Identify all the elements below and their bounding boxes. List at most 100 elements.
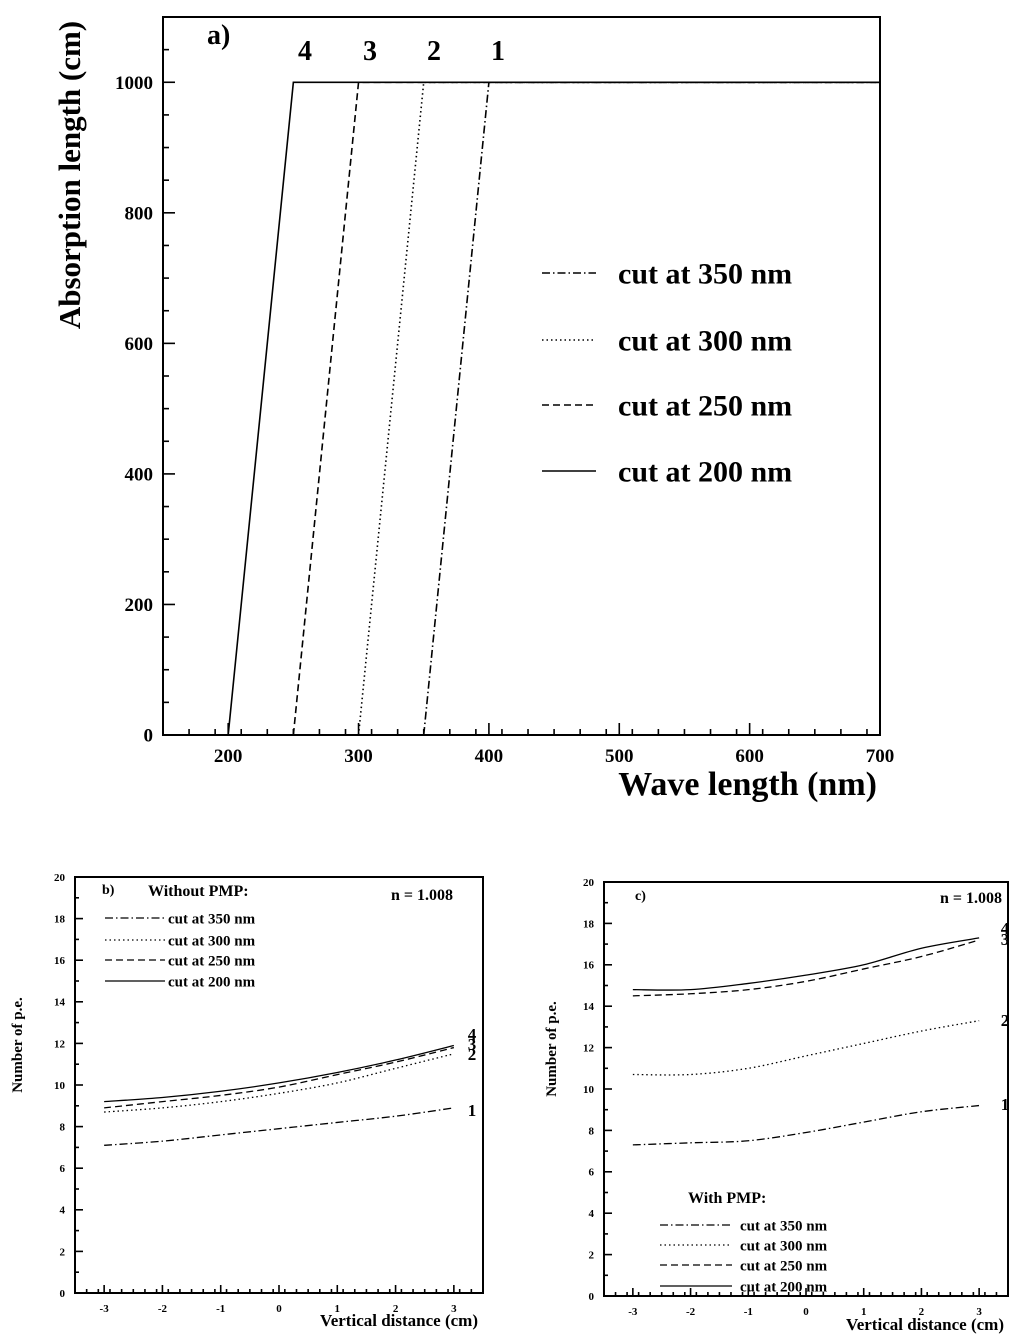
refractive-index-annotation: n = 1.008 — [391, 887, 453, 904]
y-axis-label: Number of p.e. — [544, 1001, 560, 1097]
legend-entry-label: cut at 200 nm — [740, 1279, 828, 1295]
series-line-dashdot — [632, 1104, 980, 1146]
refractive-index-annotation: n = 1.008 — [940, 890, 1002, 907]
series-line-solid — [104, 1044, 455, 1103]
y-axis-label: Absorption length (cm) — [52, 21, 87, 329]
curve-number-label: 4 — [468, 1025, 477, 1044]
curve-number-label: 1 — [491, 36, 505, 67]
x-tick-label: -3 — [628, 1306, 638, 1318]
y-tick-label: 0 — [60, 1288, 66, 1300]
series-line-dashdot — [104, 1107, 454, 1146]
x-tick-label: -2 — [158, 1303, 168, 1315]
series-line-dotted — [104, 1053, 455, 1113]
y-tick-label: 12 — [54, 1038, 66, 1050]
y-tick-label: 14 — [54, 997, 66, 1009]
legend-entry-label: cut at 250 nm — [740, 1258, 828, 1274]
plot-frame — [74, 876, 484, 1294]
y-tick-label: 600 — [125, 334, 154, 355]
y-tick-label: 1000 — [115, 73, 153, 94]
x-tick-label: 0 — [276, 1303, 282, 1315]
x-tick-label: -3 — [100, 1303, 110, 1315]
y-tick-label: 8 — [589, 1125, 595, 1137]
series-line-solid — [632, 937, 980, 991]
curve-number-label: 4 — [298, 36, 312, 67]
plot-frame — [162, 16, 881, 736]
legend-entry-label: cut at 350 nm — [168, 911, 256, 927]
y-tick-label: 16 — [583, 960, 595, 972]
x-tick-label: 1 — [335, 1303, 341, 1315]
x-tick-label: -1 — [744, 1306, 753, 1318]
x-tick-label: 2 — [919, 1306, 925, 1318]
y-tick-label: 4 — [60, 1205, 66, 1217]
y-tick-label: 20 — [54, 872, 66, 884]
x-tick-label: 300 — [344, 746, 373, 767]
y-tick-label: 10 — [54, 1080, 66, 1092]
y-tick-label: 4 — [589, 1208, 595, 1220]
curve-number-label: 1 — [1001, 1095, 1010, 1114]
x-tick-label: -2 — [686, 1306, 696, 1318]
y-tick-label: 800 — [125, 203, 154, 224]
curve-number-label: 1 — [468, 1101, 477, 1120]
y-tick-label: 2 — [60, 1246, 66, 1258]
y-tick-label: 12 — [583, 1042, 595, 1054]
legend-entry-label: cut at 250 nm — [618, 390, 792, 423]
x-tick-label: 0 — [803, 1306, 809, 1318]
y-tick-label: 8 — [60, 1121, 66, 1133]
legend-entry-label: cut at 300 nm — [740, 1238, 828, 1254]
legend-entry-label: cut at 200 nm — [618, 456, 792, 489]
x-tick-label: 400 — [475, 746, 504, 767]
legend-entry-label: cut at 250 nm — [168, 953, 256, 969]
curve-number-label: 3 — [468, 1035, 477, 1054]
y-tick-label: 0 — [589, 1291, 595, 1303]
x-axis-label: Vertical distance (cm) — [320, 1311, 478, 1330]
curve-number-label: 2 — [1001, 1011, 1010, 1030]
x-tick-label: 3 — [976, 1306, 982, 1318]
x-axis-label: Wave length (nm) — [618, 766, 877, 803]
panel-label: a) — [207, 20, 230, 51]
legend-title: Without PMP: — [148, 883, 249, 900]
legend-entry-label: cut at 350 nm — [740, 1218, 828, 1234]
y-axis-label: Number of p.e. — [10, 997, 26, 1093]
legend-title: With PMP: — [688, 1190, 766, 1207]
curve-number-label: 2 — [468, 1045, 477, 1064]
series-line-dashed — [632, 939, 980, 997]
y-tick-label: 2 — [589, 1249, 595, 1261]
panel-label: c) — [635, 889, 646, 904]
curve-number-label: 4 — [1001, 919, 1010, 938]
curve-number-label: 3 — [363, 36, 377, 67]
legend-entry-label: cut at 300 nm — [168, 933, 256, 949]
y-tick-label: 400 — [125, 465, 154, 486]
x-tick-label: 2 — [393, 1303, 399, 1315]
y-tick-label: 10 — [583, 1084, 595, 1096]
x-tick-label: 500 — [605, 746, 634, 767]
legend-entry-label: cut at 300 nm — [618, 325, 792, 358]
series-line-dashed — [104, 1046, 455, 1109]
y-tick-label: 6 — [60, 1163, 66, 1175]
x-axis-label: Vertical distance (cm) — [846, 1315, 1004, 1334]
y-tick-label: 14 — [583, 1001, 595, 1013]
curve-number-label: 2 — [427, 36, 441, 67]
curve-number-label: 3 — [1001, 930, 1010, 949]
y-tick-label: 18 — [54, 913, 66, 925]
panel-a-absorption-length-chart: 200 300 400 500 600 700 0 200 400 600 800 1000 Wave … — [52, 16, 895, 803]
y-tick-label: 20 — [583, 877, 595, 889]
legend-entry-label: cut at 350 nm — [618, 258, 792, 291]
x-tick-label: -1 — [216, 1303, 225, 1315]
y-tick-label: 16 — [54, 955, 66, 967]
y-tick-label: 6 — [589, 1167, 595, 1179]
x-tick-label: 200 — [214, 746, 243, 767]
series-line-dotted — [632, 1020, 980, 1076]
x-tick-label: 700 — [866, 746, 895, 767]
panel-label: b) — [102, 883, 115, 898]
x-tick-label: 3 — [451, 1303, 457, 1315]
legend-entry-label: cut at 200 nm — [168, 974, 256, 990]
x-tick-label: 600 — [735, 746, 764, 767]
series-line-solid — [227, 81, 880, 736]
y-tick-label: 200 — [125, 595, 154, 616]
y-tick-label: 0 — [144, 726, 154, 747]
x-tick-label: 1 — [861, 1306, 867, 1318]
y-tick-label: 18 — [583, 918, 595, 930]
